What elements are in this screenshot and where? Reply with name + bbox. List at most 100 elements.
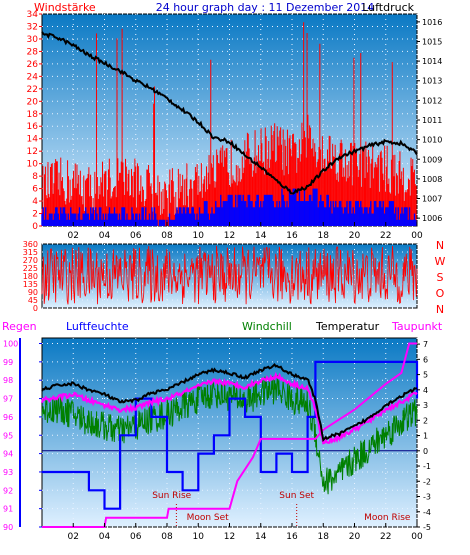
dewpoint-line [40,371,418,445]
legend-humidity: Luftfeuchte [66,320,129,333]
y-right-tick-label: 1013 [422,77,442,86]
y-direction-tick-label: 360 [23,240,38,249]
y-left-tick-label: 12 [27,147,38,157]
y-left-tick-label: 22 [27,85,38,95]
y-rain-tick-label: 96 [3,413,13,422]
y-temperature-tick-label: 7 [423,340,428,349]
y-left-tick-label: 32 [27,22,38,32]
x-tick-label: 00 [411,532,423,542]
y-direction-tick-label: 90 [28,288,38,297]
y-temperature-tick-label: -3 [423,493,431,502]
x-tick-label: 22 [380,532,391,542]
y-direction-tick-label: 225 [23,264,38,273]
y-right-tick-label: 1007 [422,195,442,204]
y-direction-tick-label: 135 [23,280,38,289]
y-left-tick-label: 8 [32,172,38,182]
legend-rain: Regen [2,320,37,333]
x-tick-label: 16 [286,231,298,241]
y-direction-tick-label: 315 [23,248,38,257]
x-tick-label: 18 [318,532,330,542]
chart-title: 24 hour graph day : 11 Dezember 2014 [156,1,375,14]
x-tick-label: 14 [255,231,267,241]
humidity-line [42,360,419,510]
y-rain-tick-label: 98 [3,376,13,385]
y-left-tick-label: 14 [27,135,39,145]
y-temperature-tick-label: -1 [423,462,431,471]
y-temperature-tick-label: 0 [423,447,428,456]
y-left-tick-label: 2 [32,210,38,220]
y-temperature-tick-label: -4 [423,508,431,517]
y-rain-tick-label: 100 [3,340,18,349]
x-tick-label: 20 [349,532,361,542]
x-tick-label: 02 [68,532,79,542]
x-tick-label: 06 [130,532,142,542]
temperature-line [41,362,418,442]
x-tick-label: 02 [68,231,79,241]
y-left-tick-label: 34 [27,10,39,20]
y-rain-tick-label: 93 [3,468,13,477]
x-tick-label: 04 [99,231,111,241]
x-tick-label: 12 [224,532,235,542]
y-left-tick-label: 20 [27,97,39,107]
y-rain-tick-label: 92 [3,486,13,495]
x-tick-label: 00 [411,231,423,241]
y-right-tick-label: 1011 [422,116,442,125]
y-left-tick-label: 28 [27,47,39,57]
y-rain-tick-label: 95 [3,431,13,440]
x-tick-label: 18 [318,231,330,241]
x-tick-label: 12 [224,231,235,241]
pressure-line [41,31,418,195]
y-left-tick-label: 30 [27,35,39,45]
temperature-humidity-panel: Sun Rise Moon Set Sun Set Moon Rise 90 91 92 93… [3,337,431,542]
y-temperature-tick-label: -2 [423,477,431,486]
x-tick-label: 10 [193,231,205,241]
x-tick-label: 08 [161,532,173,542]
y-left-tick-label: 10 [27,160,39,170]
legend-windchill: Windchill [242,320,292,333]
compass-label: O [436,287,445,300]
y-right-tick-label: 1006 [422,214,442,223]
y-right-tick-label: 1012 [422,96,442,105]
legend-dewpoint: Taupunkt [391,320,443,333]
y-direction-tick-label: 45 [28,296,38,305]
x-tick-label: 06 [130,231,142,241]
legend-temperature: Temperatur [315,320,380,333]
y-rain-tick-label: 99 [3,358,13,367]
y-left-tick-label: 26 [27,60,39,70]
y-temperature-tick-label: 3 [423,401,428,410]
y-rain-tick-label: 97 [3,395,13,404]
y-right-tick-label: 1010 [422,136,442,145]
y-direction-tick-label: 180 [23,272,38,281]
y-direction-tick-label: 270 [23,256,38,265]
y-rain-tick-label: 91 [3,505,13,514]
y-rain-tick-label: 90 [3,523,13,532]
y-right-tick-label: 1015 [422,37,442,46]
y-left-tick-label: 18 [27,110,39,120]
annotation-label: Sun Set [279,491,314,501]
annotation-label: Sun Rise [152,491,191,501]
x-tick-label: 08 [161,231,173,241]
y-left-tick-label: 6 [32,185,38,195]
y-left-tick-label: 16 [27,122,39,132]
header-left-label: Windstärke [34,1,96,14]
compass-label: S [437,271,444,284]
wind-pressure-panel: 0246810121416182022242628303234100610071… [27,10,443,241]
y-temperature-tick-label: 5 [423,371,428,380]
y-rain-tick-label: 94 [3,450,13,459]
y-right-tick-label: 1016 [422,18,442,27]
x-tick-label: 04 [99,532,111,542]
y-direction-tick-label: 0 [33,304,38,313]
y-left-tick-label: 4 [32,197,38,207]
windchill-line [41,375,418,495]
annotation-label: Moon Set [187,513,230,523]
y-temperature-tick-label: 2 [423,416,428,425]
x-tick-label: 16 [286,532,298,542]
y-left-tick-label: 0 [32,222,38,232]
x-tick-label: 22 [380,231,391,241]
y-temperature-tick-label: 1 [423,432,428,441]
y-temperature-tick-label: 6 [423,355,428,364]
y-temperature-tick-label: 4 [423,386,428,395]
y-left-tick-label: 24 [27,72,39,82]
